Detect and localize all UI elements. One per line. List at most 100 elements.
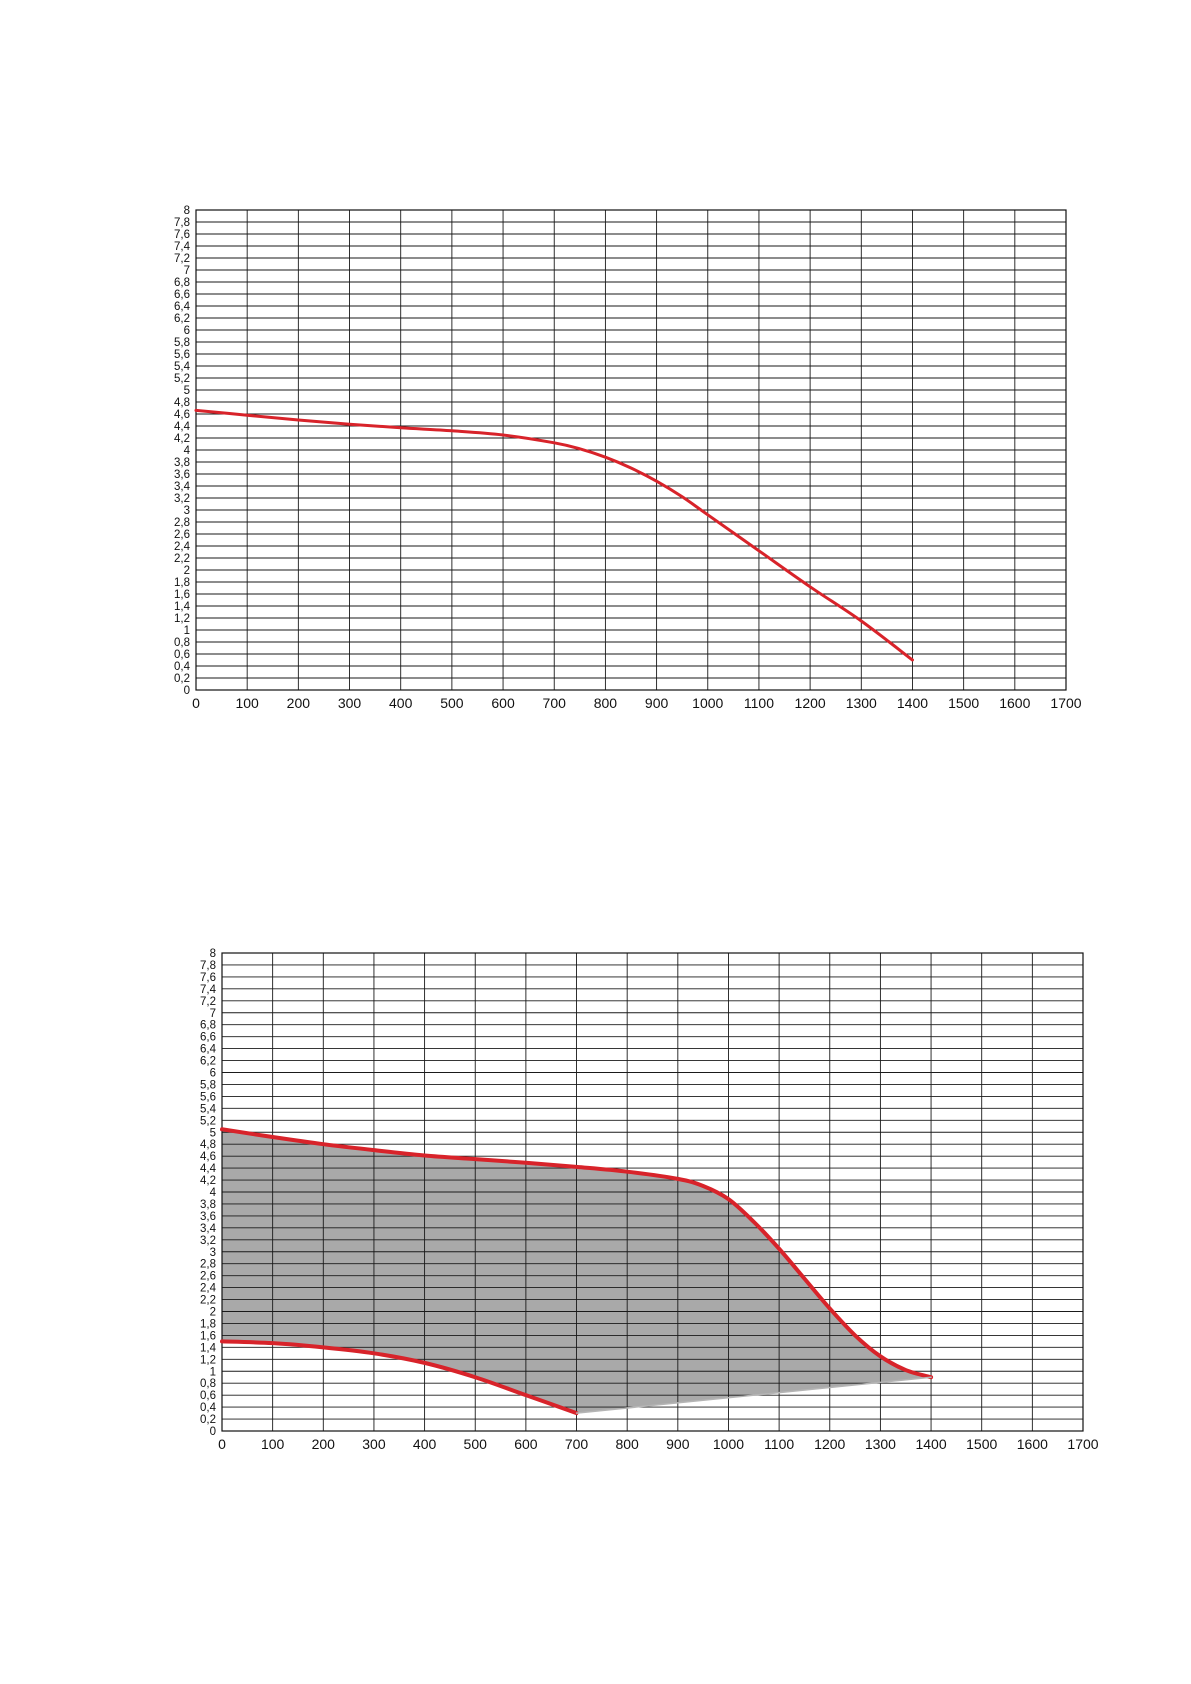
x-tick-label: 900: [666, 1436, 690, 1452]
y-tick-label: 2,2: [174, 553, 190, 565]
y-tick-label: 0,8: [174, 637, 190, 649]
y-tick-label: 5,4: [174, 361, 191, 373]
x-tick-label: 1000: [713, 1436, 744, 1452]
x-tick-label: 1500: [948, 695, 979, 711]
x-tick-label: 800: [594, 695, 618, 711]
y-tick-label: 4: [184, 445, 191, 457]
y-tick-label: 2,8: [174, 517, 190, 529]
x-tick-label: 100: [235, 695, 259, 711]
y-tick-label: 3,6: [200, 1211, 216, 1223]
y-tick-label: 7: [210, 1008, 216, 1020]
y-tick-label: 6: [184, 325, 190, 337]
y-tick-label: 4,4: [200, 1163, 217, 1175]
y-tick-label: 6,6: [174, 289, 190, 301]
y-tick-label: 1: [184, 625, 190, 637]
y-tick-label: 2,8: [200, 1259, 216, 1271]
plot-frame: [195, 209, 1067, 691]
y-tick-label: 3,2: [174, 493, 190, 505]
y-tick-label: 7,2: [200, 996, 216, 1008]
series-line: [220, 1127, 934, 1380]
x-tick-label: 500: [464, 1436, 488, 1452]
y-tick-label: 3,2: [200, 1235, 216, 1247]
y-tick-label: 4,4: [174, 421, 191, 433]
y-tick-label: 2,6: [200, 1271, 216, 1283]
y-tick-label: 3: [210, 1247, 216, 1259]
y-tick-label: 5,8: [174, 337, 190, 349]
y-tick-label: 0,6: [200, 1390, 216, 1402]
x-tick-label: 0: [218, 1436, 226, 1452]
x-tick-label: 800: [615, 1436, 639, 1452]
y-tick-label: 5,6: [200, 1091, 216, 1103]
x-tick-label: 1100: [744, 695, 774, 711]
plot-frame: [221, 952, 1084, 1432]
y-tick-label: 1,6: [200, 1330, 216, 1342]
y-tick-label: 6,4: [174, 301, 191, 313]
y-tick-label: 1: [210, 1366, 216, 1378]
y-tick-label: 7,8: [200, 960, 216, 972]
y-tick-label: 4,2: [174, 433, 190, 445]
x-tick-label: 300: [338, 695, 362, 711]
x-tick-label: 700: [543, 695, 567, 711]
x-tick-label: 400: [413, 1436, 437, 1452]
y-tick-label: 7,6: [174, 229, 190, 241]
y-tick-label: 6,2: [174, 313, 190, 325]
x-tick-label: 1700: [1050, 695, 1081, 711]
y-tick-label: 6,6: [200, 1032, 216, 1044]
y-tick-label: 0: [210, 1426, 216, 1438]
y-tick-label: 0,2: [200, 1414, 216, 1426]
y-tick-label: 4: [210, 1187, 217, 1199]
y-tick-label: 0,8: [200, 1378, 216, 1390]
x-tick-label: 1500: [966, 1436, 997, 1452]
y-tick-label: 1,8: [174, 577, 190, 589]
y-tick-label: 2: [184, 565, 190, 577]
y-tick-label: 2,2: [200, 1295, 216, 1307]
y-tick-label: 6: [210, 1068, 216, 1080]
y-tick-label: 1,4: [200, 1342, 217, 1354]
series-connector-line: [575, 1376, 932, 1414]
x-tick-label: 1600: [999, 695, 1030, 711]
x-tick-label: 1200: [814, 1436, 845, 1452]
y-tick-label: 5,2: [174, 373, 190, 385]
y-tick-label: 7,2: [174, 253, 190, 265]
y-tick-label: 8: [210, 948, 216, 960]
y-tick-label: 4,8: [200, 1139, 216, 1151]
y-tick-label: 3,8: [200, 1199, 216, 1211]
y-tick-label: 1,2: [200, 1354, 216, 1366]
y-tick-label: 5: [184, 385, 190, 397]
y-tick-label: 1,6: [174, 589, 190, 601]
x-tick-label: 300: [362, 1436, 386, 1452]
x-tick-label: 700: [565, 1436, 589, 1452]
y-tick-label: 7,4: [174, 241, 191, 253]
y-tick-label: 2: [210, 1307, 216, 1319]
series-line: [220, 1339, 579, 1416]
y-tick-label: 3,4: [174, 481, 191, 493]
y-tick-label: 0: [184, 685, 190, 697]
y-tick-label: 5,4: [200, 1103, 217, 1115]
chart-bottom-operating-range: 00,20,40,60,811,21,41,61,822,22,42,62,83…: [200, 948, 1099, 1452]
y-tick-label: 0,4: [174, 661, 191, 673]
y-tick-label: 2,4: [200, 1283, 217, 1295]
x-tick-label: 200: [312, 1436, 336, 1452]
y-tick-label: 6,8: [174, 277, 190, 289]
y-tick-label: 4,6: [200, 1151, 216, 1163]
x-tick-label: 200: [287, 695, 311, 711]
y-tick-label: 4,8: [174, 397, 190, 409]
y-tick-label: 2,6: [174, 529, 190, 541]
x-tick-label: 1400: [897, 695, 928, 711]
x-tick-label: 1000: [692, 695, 723, 711]
x-tick-label: 1300: [846, 695, 877, 711]
y-tick-label: 1,2: [174, 613, 190, 625]
x-tick-label: 600: [514, 1436, 538, 1452]
y-tick-label: 0,6: [174, 649, 190, 661]
y-tick-label: 7: [184, 265, 190, 277]
x-tick-label: 1700: [1067, 1436, 1098, 1452]
y-tick-label: 3,8: [174, 457, 190, 469]
x-tick-label: 500: [440, 695, 464, 711]
y-tick-label: 3,4: [200, 1223, 217, 1235]
y-tick-label: 8: [184, 205, 190, 217]
x-tick-label: 0: [192, 695, 200, 711]
y-tick-label: 1,4: [174, 601, 191, 613]
y-tick-label: 5,6: [174, 349, 190, 361]
series-line: [194, 408, 914, 662]
